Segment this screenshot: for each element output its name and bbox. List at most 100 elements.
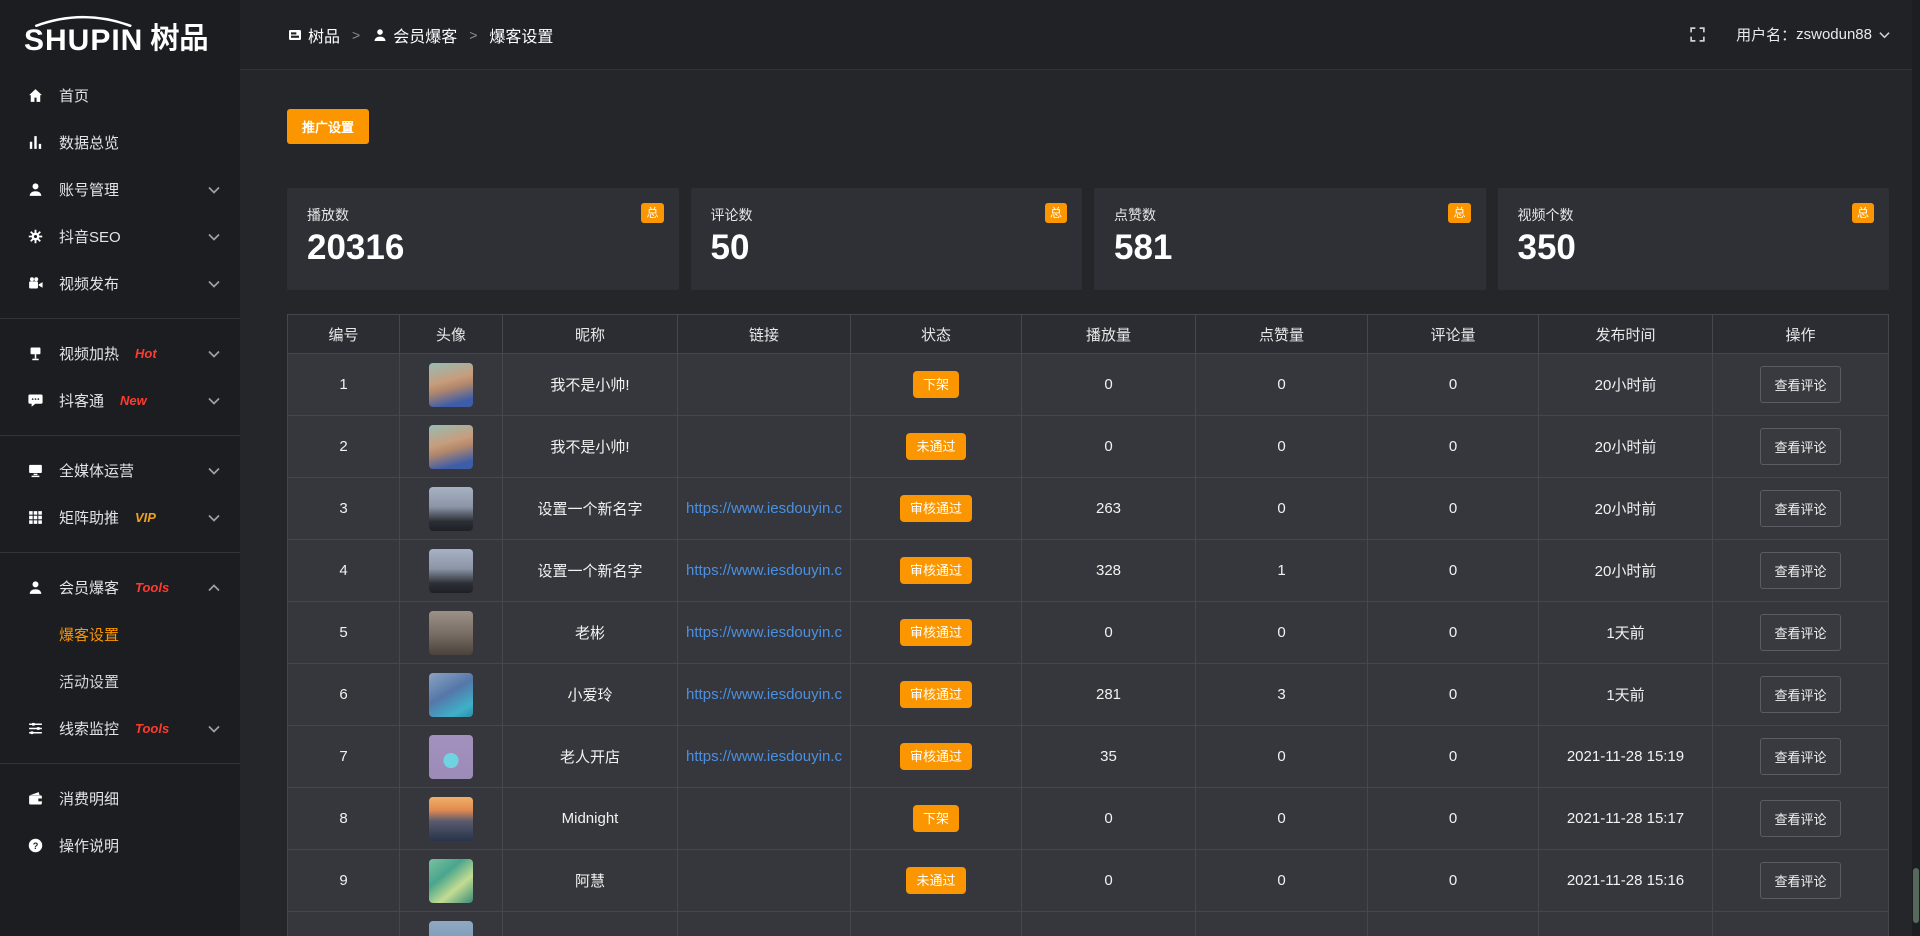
sidebar-item-数据总览[interactable]: 数据总览 — [0, 119, 240, 166]
sidebar-item-抖客通[interactable]: 抖客通 New — [0, 377, 240, 424]
cell-likes: 0 — [1195, 725, 1368, 788]
video-link[interactable]: https://www.iesdouyin.c — [686, 686, 842, 703]
stat-card-视频个数: 视频个数 总 350 — [1497, 188, 1889, 290]
cell-avatar — [399, 539, 503, 602]
cell-nickname: 设置一个新名字 — [502, 539, 678, 602]
column-header-编号: 编号 — [287, 314, 400, 354]
stat-card-total-badge: 总 — [641, 203, 664, 223]
cell-action: 查看评论 — [1712, 787, 1889, 850]
view-comments-button[interactable]: 查看评论 — [1760, 862, 1841, 899]
view-comments-button[interactable]: 查看评论 — [1760, 676, 1841, 713]
column-header-昵称: 昵称 — [502, 314, 678, 354]
stat-card-label: 视频个数 — [1517, 207, 1574, 223]
cell-comments: 0 — [1367, 787, 1539, 850]
sidebar-item-消费明细[interactable]: 消费明细 — [0, 775, 240, 822]
avatar — [429, 920, 473, 936]
video-link[interactable]: https://www.iesdouyin.c — [686, 624, 842, 641]
main-content: 推广设置 播放数总 20316 评论数总 50 点赞数总 581 视频个数总 350 编号 头像… — [240, 71, 1920, 936]
user-menu[interactable]: 用户名： zswodun88 — [1736, 24, 1890, 45]
video-link[interactable]: https://www.iesdouyin.c — [686, 500, 842, 517]
table-row: 5 老彬 https://www.iesdouyin.c 审核通过 0 0 0 1天前 查看评论 — [287, 601, 1889, 664]
stat-card-label: 点赞数 — [1114, 207, 1156, 223]
column-header-头像: 头像 — [399, 314, 503, 354]
video-link[interactable]: https://www.iesdouyin.c — [686, 748, 842, 765]
avatar — [429, 548, 473, 593]
wallet-icon — [26, 790, 44, 808]
view-comments-button[interactable]: 查看评论 — [1760, 366, 1841, 403]
breadcrumb-separator: > — [469, 26, 478, 43]
view-comments-button[interactable]: 查看评论 — [1760, 428, 1841, 465]
member-icon — [26, 579, 44, 597]
sidebar-item-会员爆客[interactable]: 会员爆客 Tools — [0, 564, 240, 611]
sidebar-item-线索监控[interactable]: 线索监控 Tools — [0, 705, 240, 752]
fullscreen-icon[interactable] — [1689, 26, 1706, 43]
view-comments-button[interactable]: 查看评论 — [1760, 800, 1841, 837]
view-comments-button[interactable]: 查看评论 — [1760, 552, 1841, 589]
cell-link — [677, 849, 851, 912]
view-comments-button[interactable]: 查看评论 — [1760, 738, 1841, 775]
stat-card-total-badge: 总 — [1851, 203, 1874, 223]
chart-icon — [26, 134, 44, 152]
breadcrumb-item[interactable]: 树品 — [287, 23, 340, 47]
dashboard-icon — [287, 27, 303, 43]
video-link[interactable]: https://www.iesdouyin.c — [686, 562, 842, 579]
breadcrumb-item[interactable]: 爆客设置 — [489, 23, 553, 47]
sidebar-item-操作说明[interactable]: ? 操作说明 — [0, 822, 240, 869]
cell-id: 9 — [287, 849, 400, 912]
user-icon — [26, 181, 44, 199]
cell-id: 5 — [287, 601, 400, 664]
cell-likes: 0 — [1195, 849, 1368, 912]
cell-nickname: 设置一个新名字 — [502, 477, 678, 540]
view-comments-button[interactable]: 查看评论 — [1760, 490, 1841, 527]
cell-nickname — [502, 911, 678, 936]
stat-card-value: 581 — [1114, 228, 1173, 267]
cell-id: 1 — [287, 353, 400, 416]
scrollbar-thumb[interactable] — [1913, 868, 1919, 923]
sidebar-item-label: 全媒体运营 — [59, 463, 135, 480]
sidebar-item-全媒体运营[interactable]: 全媒体运营 — [0, 447, 240, 494]
cell-plays: 0 — [1021, 415, 1196, 478]
breadcrumb-item[interactable]: 会员爆客 — [372, 23, 457, 47]
sidebar-item-tag: Tools — [135, 721, 170, 736]
cell-action: 查看评论 — [1712, 725, 1889, 788]
sidebar-item-label: 账号管理 — [59, 182, 120, 199]
table-row: 6 小爱玲 https://www.iesdouyin.c 审核通过 281 3 0 1天前 查… — [287, 663, 1889, 726]
home-icon — [26, 87, 44, 105]
cell-link: https://www.iesdouyin.c — [677, 601, 851, 664]
cell-likes: 0 — [1195, 601, 1368, 664]
sidebar-item-label: 抖音SEO — [59, 229, 121, 246]
table-header-row: 编号 头像 昵称 链接 状态 播放量 点赞量 评论量 发布时间 操作 — [287, 314, 1889, 354]
sidebar-item-抖音SEO[interactable]: 抖音SEO — [0, 213, 240, 260]
cell-likes: 0 — [1195, 353, 1368, 416]
brand-logo[interactable]: SHUPIN 树品 — [0, 0, 240, 70]
chevron-down-icon — [208, 514, 220, 522]
sidebar-item-首页[interactable]: 首页 — [0, 72, 240, 119]
cell-status: 审核通过 — [850, 539, 1022, 602]
cell-likes: 0 — [1195, 415, 1368, 478]
status-badge: 审核通过 — [899, 495, 972, 522]
brand-name-en: SHUPIN — [24, 23, 144, 57]
cell-status — [850, 911, 1022, 936]
sidebar-item-视频加热[interactable]: 视频加热 Hot — [0, 330, 240, 377]
sidebar-item-账号管理[interactable]: 账号管理 — [0, 166, 240, 213]
sidebar-subitem-爆客设置[interactable]: 爆客设置 — [59, 627, 120, 644]
table-row: 4 设置一个新名字 https://www.iesdouyin.c 审核通过 328 1 0… — [287, 539, 1889, 602]
cell-status: 下架 — [850, 787, 1022, 850]
sidebar-item-视频发布[interactable]: 视频发布 — [0, 260, 240, 307]
cell-link: https://www.iesdouyin.c — [677, 663, 851, 726]
cell-status: 未通过 — [850, 849, 1022, 912]
cell-link: https://www.iesdouyin.c — [677, 539, 851, 602]
view-comments-button[interactable]: 查看评论 — [1760, 614, 1841, 651]
sidebar-item-矩阵助推[interactable]: 矩阵助推 VIP — [0, 494, 240, 541]
chevron-down-icon — [1879, 31, 1890, 39]
cell-id: 8 — [287, 787, 400, 850]
chevron-down-icon — [208, 233, 220, 241]
cell-status: 未通过 — [850, 415, 1022, 478]
cell-time: 1天前 — [1538, 601, 1713, 664]
promo-settings-button[interactable]: 推广设置 — [287, 109, 370, 144]
cell-nickname: 老彬 — [502, 601, 678, 664]
sidebar-subitem-活动设置[interactable]: 活动设置 — [59, 674, 120, 691]
topbar: 树品 > 会员爆客 > 爆客设置 用户名： zswodun88 — [240, 0, 1920, 70]
chevron-down-icon — [208, 397, 220, 405]
sidebar-item-label: 视频加热 — [59, 346, 120, 363]
